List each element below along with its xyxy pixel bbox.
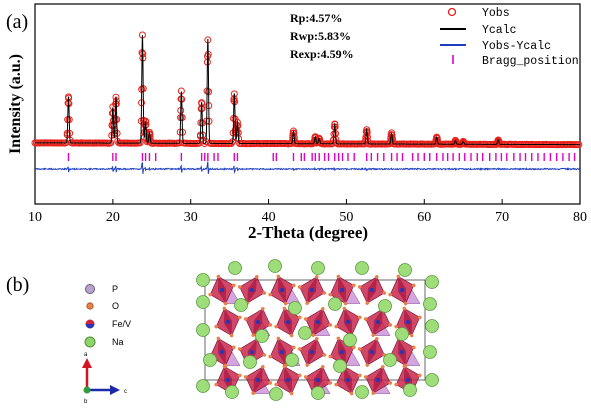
- na-atom: [355, 261, 369, 275]
- x-tick-label: 20: [106, 210, 120, 225]
- feo6-octahedron: [363, 365, 393, 395]
- legend-na-label: Na: [112, 337, 124, 347]
- na-atom: [328, 297, 342, 311]
- panel-b-label: (b): [6, 274, 29, 296]
- na-atom: [425, 319, 439, 333]
- x-tick-label: 70: [495, 210, 509, 225]
- legend: Yobs Ycalc Yobs-Ycalc Bragg_position: [440, 7, 579, 68]
- na-atom: [203, 353, 217, 367]
- na-atom: [343, 333, 357, 347]
- legend-yobs-marker: [447, 7, 457, 17]
- feo6-octahedron: [297, 275, 327, 305]
- structure-legend: P O Fe/V Na: [84, 284, 131, 348]
- x-axis-ticks: 10 20 30 40 50 60 70 80: [28, 199, 587, 225]
- a-axis-label: a: [84, 352, 88, 358]
- legend-fe-v-icon: [85, 319, 95, 329]
- na-atom: [196, 273, 210, 287]
- feo6-octahedron: [334, 364, 362, 396]
- legend-bragg-label: Bragg_position: [482, 55, 579, 68]
- na-atom: [228, 261, 242, 275]
- legend-na-icon: [84, 336, 96, 348]
- legend-fe-v-label: Fe/V: [112, 319, 131, 329]
- na-atom: [298, 326, 312, 340]
- x-axis-label: 2-Theta (degree): [248, 223, 368, 242]
- yobs-point: [316, 139, 324, 147]
- crystal-axes: a c b: [82, 352, 127, 405]
- na-atom: [196, 295, 210, 309]
- na-atom: [234, 298, 248, 312]
- bragg-markers: [67, 153, 576, 161]
- feo6-octahedron: [268, 274, 296, 306]
- legend-ycalc-label: Ycalc: [482, 24, 517, 37]
- difference-series: [34, 161, 581, 175]
- feo6-octahedron: [303, 307, 333, 337]
- feo6-octahedron: [274, 306, 302, 338]
- feo6-octahedron: [243, 365, 273, 395]
- x-tick-label: 30: [184, 210, 198, 225]
- na-atom: [378, 299, 392, 313]
- x-tick-label: 60: [417, 210, 431, 225]
- c-axis-arrowhead: [110, 385, 120, 395]
- na-atom: [268, 259, 282, 273]
- feo6-octahedron: [208, 274, 236, 306]
- na-atom: [423, 297, 437, 311]
- na-atom: [425, 275, 439, 289]
- na-atom: [243, 355, 257, 369]
- feo6-octahedron: [274, 364, 302, 396]
- feo6-octahedron: [297, 337, 327, 367]
- legend-o-label: O: [112, 301, 119, 311]
- na-atom: [269, 387, 283, 401]
- na-atom: [311, 261, 325, 275]
- feo6-octahedron: [214, 306, 242, 338]
- x-tick-label: 10: [28, 210, 42, 225]
- na-atom: [425, 373, 439, 387]
- annotation-rexp: Rexp:4.59%: [290, 47, 354, 61]
- panel-a-label: (a): [6, 11, 28, 33]
- x-tick-label: 80: [573, 210, 587, 225]
- na-atom: [255, 329, 269, 343]
- crystal-structure: [196, 259, 439, 401]
- ycalc-series: [35, 35, 580, 146]
- feo6-octahedron: [357, 337, 387, 367]
- x-tick-label: 40: [262, 210, 276, 225]
- na-atom: [395, 327, 409, 341]
- yobs-point: [434, 139, 442, 147]
- na-atom: [288, 301, 302, 315]
- legend-diff-label: Yobs-Ycalc: [482, 40, 551, 53]
- na-atom: [355, 385, 369, 399]
- legend-p-icon: [85, 284, 95, 294]
- b-axis-dot: [83, 386, 91, 394]
- legend-o-icon: [86, 302, 94, 310]
- annotation-rwp: Rwp:5.83%: [290, 29, 351, 43]
- legend-p-label: P: [112, 284, 118, 294]
- na-atom: [196, 379, 210, 393]
- na-atom: [285, 353, 299, 367]
- annotation-rp: Rp:4.57%: [290, 11, 342, 25]
- na-atom: [225, 385, 239, 399]
- y-axis-label: Intensity (a.u.): [7, 54, 24, 154]
- na-atom: [311, 386, 325, 400]
- feo6-octahedron: [328, 274, 356, 306]
- na-atom: [423, 345, 437, 359]
- na-atom: [383, 353, 397, 367]
- feo6-octahedron: [237, 275, 267, 305]
- na-atom: [403, 383, 417, 397]
- na-atom: [398, 263, 412, 277]
- b-axis-label: b: [84, 399, 88, 405]
- na-atom: [196, 323, 210, 337]
- feo6-octahedron: [388, 274, 416, 306]
- plot-frame: [34, 3, 581, 205]
- feo6-octahedron: [243, 307, 273, 337]
- c-axis-label: c: [124, 389, 127, 395]
- yobs-point: [495, 140, 503, 148]
- legend-yobs-label: Yobs: [482, 7, 510, 20]
- feo6-octahedron: [357, 275, 387, 305]
- na-atom: [333, 359, 347, 373]
- a-axis-arrowhead: [82, 358, 92, 368]
- feo6-octahedron: [363, 307, 393, 337]
- x-tick-label: 50: [339, 210, 353, 225]
